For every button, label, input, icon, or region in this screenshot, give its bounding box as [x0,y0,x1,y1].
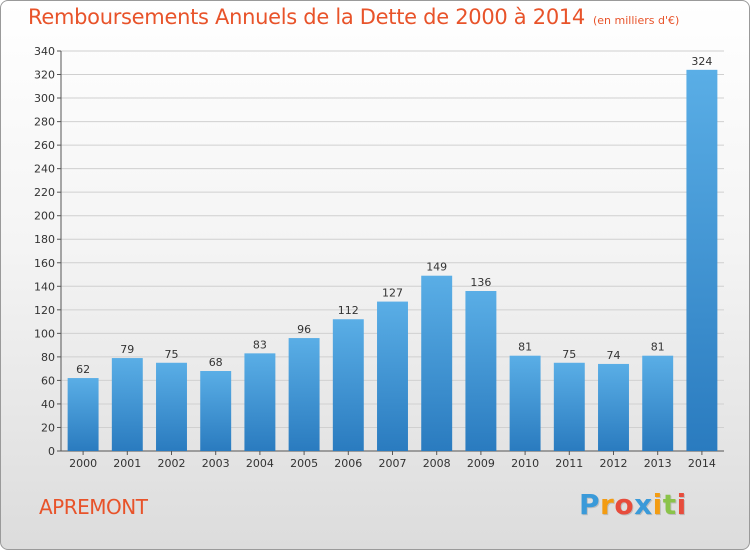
bar [111,358,143,451]
bar [686,69,718,451]
y-tick-label: 180 [34,233,55,246]
commune-name: APREMONT [39,495,148,519]
data-labels: 62 79 75 68 83 96 112 127 149 136 81 75 74 81 324 [76,55,712,376]
logo-letter: i [676,488,687,521]
x-tick-label: 2010 [511,457,539,470]
x-tick-label: 2011 [555,457,583,470]
data-label: 79 [120,343,134,356]
data-label: 136 [470,276,491,289]
x-tick-label: 2002 [158,457,186,470]
x-tick-label: 2005 [290,457,318,470]
y-tick-label: 160 [34,257,55,270]
y-tick-label: 200 [34,210,55,223]
bar [288,338,320,451]
y-tick-label: 220 [34,186,55,199]
x-tick-label: 2014 [688,457,716,470]
data-label: 74 [607,349,621,362]
data-label: 83 [253,338,267,351]
axes: 0 20 40 60 80 100 120 140 160 180 200 220 240 260 280 3… [34,45,724,470]
data-label: 75 [562,348,576,361]
x-tick-label: 2001 [113,457,141,470]
logo-letter: r [600,488,615,521]
data-label: 68 [209,356,223,369]
data-label: 149 [426,261,447,274]
chart-title: Remboursements Annuels de la Dette de 20… [28,5,585,29]
x-tick-label: 2012 [600,457,628,470]
y-tick-label: 240 [34,163,55,176]
logo-letter: i [652,488,663,521]
y-tick-label: 260 [34,139,55,152]
bar [200,371,232,451]
y-tick-label: 60 [41,374,55,387]
data-label: 112 [338,304,359,317]
chart-title-row: Remboursements Annuels de la Dette de 20… [28,5,679,29]
bar [67,378,99,451]
y-tick-label: 320 [34,69,55,82]
data-label: 81 [651,341,665,354]
x-tick-label: 2007 [379,457,407,470]
x-tick-label: 2008 [423,457,451,470]
bar [553,362,585,451]
y-tick-label: 120 [34,304,55,317]
data-label: 62 [76,363,90,376]
data-label: 324 [691,55,712,68]
logo-letter: P [579,488,601,521]
bar [642,355,674,451]
x-tick-label: 2004 [246,457,274,470]
bar [156,362,187,451]
y-tick-label: 100 [34,327,55,340]
y-tick-label: 340 [34,45,55,58]
x-tick-label: 2009 [467,457,495,470]
x-tick-label: 2003 [202,457,230,470]
y-tick-label: 0 [48,445,55,458]
y-tick-label: 140 [34,280,55,293]
bar [332,319,364,451]
chart-subtitle: (en milliers d'€) [593,14,680,27]
data-label: 127 [382,287,403,300]
y-tick-label: 300 [34,92,55,105]
proxiti-logo: Proxiti [579,488,687,521]
y-tick-label: 40 [41,398,55,411]
x-tick-label: 2000 [69,457,97,470]
y-tick-label: 280 [34,116,55,129]
bar [377,301,408,451]
y-tick-label: 20 [41,421,55,434]
bar [509,355,541,451]
bar [244,353,276,451]
data-label: 81 [518,341,532,354]
logo-letter: o [614,488,635,521]
x-tick-label: 2013 [644,457,672,470]
logo-letter: x [634,488,653,521]
logo-letter: t [662,488,677,521]
data-label: 96 [297,323,311,336]
data-label: 75 [165,348,179,361]
bar [465,291,497,451]
y-tick-label: 80 [41,351,55,364]
bar [598,363,629,451]
bars [67,69,718,451]
x-tick-label: 2006 [334,457,362,470]
bar [421,275,453,451]
